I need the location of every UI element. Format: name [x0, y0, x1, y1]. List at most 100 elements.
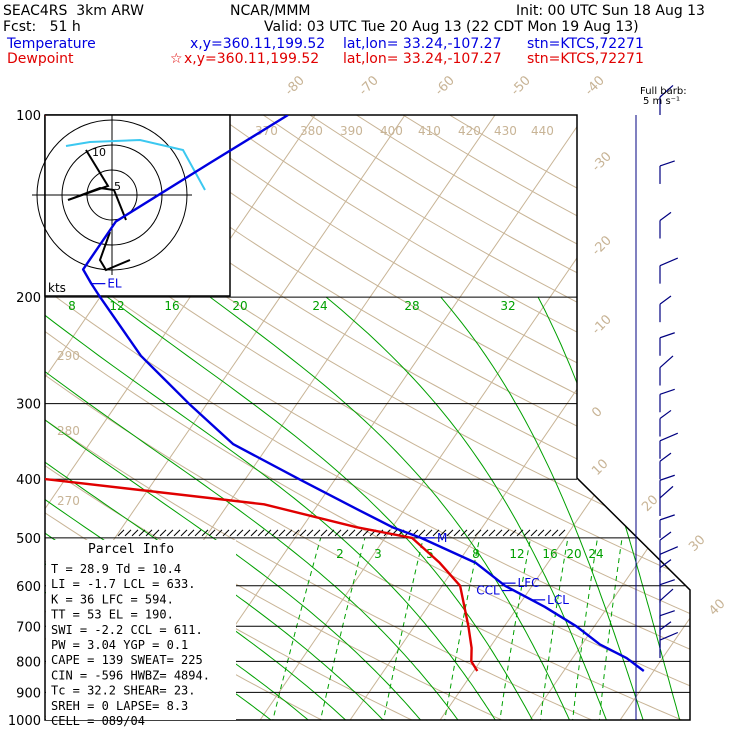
temperature-xy: x,y=360.11,199.52	[190, 36, 325, 52]
isotherm-line	[431, 0, 740, 733]
mixing-ratio-label: 20	[566, 547, 581, 561]
parcel-info-row: T = 28.9 Td = 10.4	[51, 562, 181, 576]
mixing-ratio-label: 24	[588, 547, 603, 561]
theta-label: 440	[531, 124, 554, 138]
hatch-mark	[454, 530, 460, 536]
mixing-ratio-line	[498, 538, 531, 733]
hatch-mark	[531, 530, 537, 536]
isotherm-label: 0	[589, 404, 605, 420]
hatch-mark	[195, 530, 201, 536]
hatch-mark	[174, 530, 180, 536]
mixing-ratio-label: 32	[500, 299, 515, 313]
mixing-ratio-label: 28	[404, 299, 419, 313]
hatch-mark	[342, 530, 348, 536]
hatch-mark	[272, 530, 278, 536]
hatch-mark	[552, 530, 558, 536]
org-name: NCAR/MMM	[230, 3, 311, 19]
marker-label-lfc: LFC	[518, 576, 540, 590]
dry-adiabat-line	[315, 87, 740, 733]
hatch-mark	[496, 530, 502, 536]
hatch-mark	[258, 530, 264, 536]
isotherm-label: -20	[589, 233, 615, 259]
marker-label-el: EL	[107, 277, 122, 291]
theta-label: 400	[380, 124, 403, 138]
isotherm-label: 20	[639, 493, 661, 515]
forecast-hour: Fcst: 51 h	[3, 19, 81, 35]
dewpoint-xy: x,y=360.11,199.52	[184, 51, 319, 67]
wind-barb-flag	[660, 547, 678, 555]
wind-barb-flag	[660, 356, 673, 368]
theta-label: 390	[340, 124, 363, 138]
isotherm-label: -60	[432, 73, 458, 99]
wind-barb-flag	[660, 453, 671, 461]
hodograph-box	[45, 115, 230, 296]
hatch-mark	[559, 530, 565, 536]
temperature-station: stn=KTCS,72271	[527, 36, 644, 52]
theta-label: 410	[418, 124, 441, 138]
mixing-ratio-line	[539, 538, 568, 733]
isotherm-label: 10	[589, 457, 611, 479]
wind-barb-flag	[660, 296, 671, 304]
mixing-ratio-label: 24	[312, 299, 327, 313]
mixing-ratio-label: 20	[232, 299, 247, 313]
marker-label-ccl: CCL	[476, 584, 500, 598]
wind-barb-flag	[660, 161, 675, 166]
hatch-mark	[426, 530, 432, 536]
theta-label: 290	[57, 349, 80, 363]
mixing-ratio-line	[381, 538, 423, 733]
mixing-ratio-label: 2	[336, 547, 344, 561]
parcel-info-row: CELL = 089/04	[51, 714, 145, 728]
hatch-mark	[314, 530, 320, 536]
parcel-info-row: TT = 53 EL = 190.	[51, 608, 174, 622]
wind-barb-flag	[660, 212, 671, 220]
hatch-mark	[321, 530, 327, 536]
hatch-mark	[139, 530, 145, 536]
parcel-info-row: K = 36 LFC = 594.	[51, 592, 174, 606]
mixing-ratio-label: 16	[542, 547, 557, 561]
pressure-tick-label: 200	[16, 291, 41, 306]
pressure-tick-label: 100	[16, 109, 41, 124]
temperature-legend-label: Temperature	[7, 36, 96, 52]
dewpoint-latlon: lat,lon= 33.24,-107.27	[343, 51, 501, 67]
mixing-ratio-label: 8	[68, 299, 76, 313]
wind-barb-flag	[660, 475, 675, 480]
isotherm-label: -10	[589, 312, 615, 338]
theta-label: 430	[494, 124, 517, 138]
isotherm-label: -40	[582, 73, 608, 99]
theta-label: 270	[57, 494, 80, 508]
hatch-mark	[482, 530, 488, 536]
parcel-info-row: SWI = -2.2 CCL = 611.	[51, 623, 203, 637]
wind-barb-flag	[660, 580, 675, 585]
hatch-mark	[188, 530, 194, 536]
parcel-info-title: Parcel Info	[88, 542, 174, 557]
mixing-ratio-label: 8	[472, 547, 480, 561]
isotherm-line	[701, 0, 740, 733]
hatch-mark	[167, 530, 173, 536]
init-time: Init: 00 UTC Sun 18 Aug 13	[516, 3, 705, 19]
isotherm-label: -70	[356, 73, 382, 99]
parcel-info-row: Tc = 32.2 SHEAR= 23.	[51, 684, 196, 698]
isotherm-line	[251, 0, 740, 733]
mixing-ratio-line	[598, 538, 622, 733]
wind-barb-flag	[660, 333, 675, 338]
isotherm-label: -50	[508, 73, 534, 99]
pressure-tick-label: 900	[16, 686, 41, 701]
model-name: SEAC4RS 3km ARW	[3, 3, 144, 19]
wind-barb-flag	[660, 532, 671, 540]
hatch-mark	[468, 530, 474, 536]
hatch-mark	[447, 530, 453, 536]
pressure-tick-label: 300	[16, 398, 41, 413]
wind-barb-flag	[660, 589, 673, 601]
hatch-mark	[538, 530, 544, 536]
hatch-mark	[349, 530, 355, 536]
wind-barb-flag	[660, 410, 671, 418]
wind-barb-flag	[660, 611, 675, 616]
dewpoint-marker-icon: ☆	[170, 51, 183, 67]
wind-barb-flag	[660, 433, 678, 441]
wind-barb-flag	[660, 486, 673, 498]
mixing-ratio-label: 3	[374, 547, 382, 561]
hatch-mark	[132, 530, 138, 536]
